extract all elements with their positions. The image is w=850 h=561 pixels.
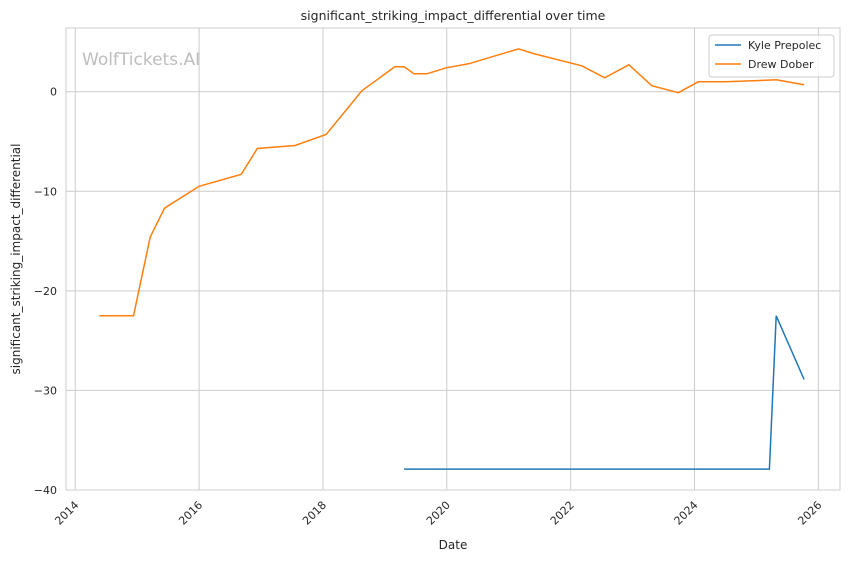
legend-label-kyle-prepolec: Kyle Prepolec: [748, 39, 821, 52]
y-tick-label: −30: [34, 384, 57, 397]
x-tick-label: 2022: [548, 499, 577, 528]
x-axis-label: Date: [439, 538, 468, 552]
y-tick-label: −40: [34, 484, 57, 497]
legend-label-drew-dober: Drew Dober: [748, 58, 814, 71]
plot-area: [65, 27, 841, 491]
x-tick-label: 2026: [795, 499, 824, 528]
series-line-drew-dober: [99, 48, 805, 317]
x-tick-label: 2024: [672, 499, 701, 528]
x-tick-label: 2018: [300, 499, 329, 528]
chart-title: significant_striking_impact_differential…: [301, 8, 606, 23]
y-tick-label: −20: [34, 285, 57, 298]
x-tick-label: 2016: [176, 499, 205, 528]
watermark: WolfTickets.AI: [82, 50, 200, 70]
legend: Kyle Prepolec Drew Dober: [708, 34, 835, 78]
series-line-kyle-prepolec: [404, 315, 805, 470]
y-tick-label: −10: [34, 185, 57, 198]
x-tick-label: 2020: [424, 499, 453, 528]
y-axis-label: significant_striking_impact_differential: [9, 144, 23, 375]
y-tick-label: 0: [50, 86, 57, 99]
x-tick-label: 2014: [52, 499, 81, 528]
